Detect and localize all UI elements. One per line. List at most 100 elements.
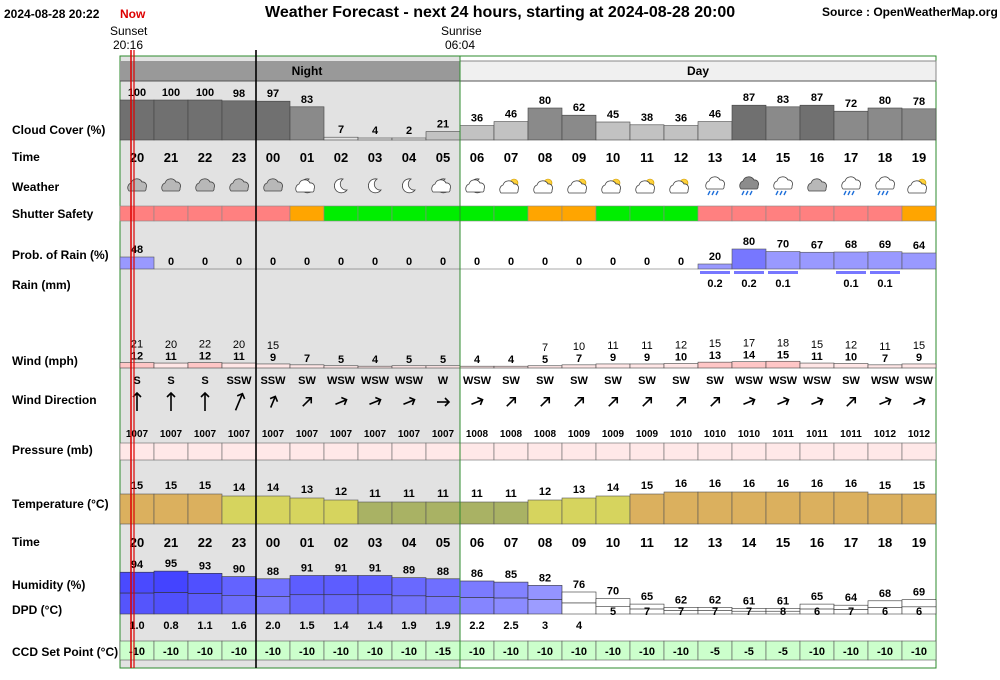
rain-drop [881,190,885,196]
temperature-value: 15 [913,480,925,492]
arrow-shaft [403,398,415,406]
wind-speed-value: 4 [474,354,481,366]
safety-cell [323,205,359,222]
humidity-value: 82 [539,572,551,584]
humidity-value: 88 [437,566,449,578]
safety-cell [221,205,257,222]
hour-label: 19 [912,150,926,165]
pressure-cell [119,442,155,461]
arrow-head [679,396,687,404]
pressure-cell [153,442,189,461]
humidity-value: 76 [573,579,585,591]
pressure-value: 1007 [330,429,353,440]
pressure-cell [493,442,529,461]
wind-direction-label: S [201,375,208,387]
humidity-value: 90 [233,564,245,576]
wind-gust-value: 7 [542,342,548,354]
sun-cloud-icon [533,178,553,194]
cloud-bar [425,131,461,141]
safety-cell [119,205,155,222]
cloud-value: 4 [372,125,379,137]
sun-cloud-icon [669,178,689,194]
hour-label: 08 [538,150,552,165]
wind-arrow-icon [743,396,756,406]
cloud-icon [195,178,215,192]
hour-label: 02 [334,150,348,165]
cloud-shape [907,180,927,194]
wind-bar [595,363,631,369]
hour-label: 20 [130,150,144,165]
arrow-head [444,397,451,407]
wind-direction-label: SSW [226,375,252,387]
pressure-cell [187,442,223,461]
safety-cell [629,205,665,222]
wind-direction-label: WSW [463,375,492,387]
hour-label: 11 [640,150,654,165]
safety-cell [833,205,869,222]
rain-prob-value: 67 [811,239,823,251]
wind-arrow-icon [471,396,484,406]
rain-dark-icon [739,176,759,196]
row-label-time: Time [12,150,40,164]
rain-prob-value: 0 [440,256,446,268]
cloud-value: 87 [743,92,755,104]
arrow-shaft [540,397,550,407]
wind-speed-value: 14 [743,350,756,362]
arrow-shaft [302,397,312,407]
arrow-head [543,396,551,404]
pressure-cell [289,442,325,461]
cloud-bar [221,100,257,141]
pressure-cell [391,442,427,461]
cloud-bar [629,124,665,141]
pressure-value: 1007 [262,429,285,440]
rain-drop [715,190,719,196]
temperature-bar [867,493,903,525]
rain-prob-bar [119,256,155,270]
row-label-cloud_cover: Cloud Cover (%) [12,123,105,137]
hour-label: 04 [402,150,417,165]
humidity-value: 95 [165,558,177,570]
humidity-value: 94 [131,559,144,571]
hour-label-bottom: 21 [164,535,178,550]
hour-label-bottom: 12 [674,535,688,550]
rain-amount-bar [836,271,866,274]
row-label-time2: Time [12,535,40,549]
pressure-value: 1009 [636,429,659,440]
safety-cell [459,205,495,222]
pressure-value: 1007 [126,429,149,440]
rain-amount-bar [768,271,798,274]
cloud-shape [465,179,485,193]
humidity-value: 61 [743,596,755,608]
wind-speed-value: 13 [709,350,721,362]
sun-cloud-icon [907,178,927,194]
dpd-value: 1.6 [231,620,246,632]
cloud-value: 72 [845,98,857,110]
row-label-dpd: DPD (°C) [12,603,62,617]
dpd-value: 1.9 [401,620,416,632]
wind-gust-value: 12 [675,340,687,352]
rain-prob-value: 0 [236,256,242,268]
wind-bar [153,362,189,369]
arrow-shaft [335,398,347,406]
arrow-shaft [269,396,277,408]
cloud-bar [119,99,155,141]
safety-cell [425,205,461,222]
hour-label: 13 [708,150,722,165]
ccd-value: -10 [163,646,179,658]
temperature-value: 16 [743,478,755,490]
humidity-bar-bottom [221,594,257,615]
wind-arrow-icon [608,396,619,407]
arrow-head [611,396,619,404]
wind-bar [391,365,427,369]
hour-label-bottom: 11 [640,535,654,550]
cloud-shape [739,176,759,190]
wind-gust-value: 20 [233,339,245,351]
hour-label-bottom: 00 [266,535,280,550]
wind-direction-label: SW [638,375,656,387]
humidity-bar-top [153,570,189,593]
safety-cell [391,205,427,222]
rain-icon [841,176,861,196]
arrow-head [783,396,790,406]
dpd-value: 7 [678,606,684,618]
